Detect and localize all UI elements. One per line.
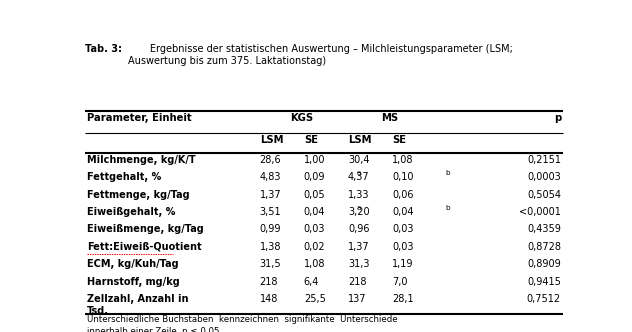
Text: Zellzahl, Anzahl in
Tsd.: Zellzahl, Anzahl in Tsd.	[87, 294, 188, 316]
Text: 0,06: 0,06	[392, 190, 413, 200]
Text: 0,4359: 0,4359	[527, 224, 561, 234]
Text: 0,9415: 0,9415	[527, 277, 561, 287]
Text: 3,20: 3,20	[348, 207, 370, 217]
Text: Parameter, Einheit: Parameter, Einheit	[87, 114, 191, 124]
Text: 28,6: 28,6	[260, 155, 281, 165]
Text: 0,0003: 0,0003	[527, 172, 561, 182]
Text: Unterschiedliche Buchstaben  kennzeichnen  signifikante  Unterschiede
innerhalb : Unterschiedliche Buchstaben kennzeichnen…	[87, 315, 398, 332]
Text: 31,3: 31,3	[348, 259, 369, 269]
Text: LSM: LSM	[348, 135, 372, 145]
Text: 1,08: 1,08	[392, 155, 413, 165]
Text: a: a	[356, 170, 361, 176]
Text: 1,08: 1,08	[304, 259, 325, 269]
Text: 30,4: 30,4	[348, 155, 369, 165]
Text: a: a	[356, 205, 361, 211]
Text: Milchmenge, kg/K/T: Milchmenge, kg/K/T	[87, 155, 195, 165]
Text: b: b	[445, 205, 449, 211]
Text: 0,5054: 0,5054	[527, 190, 561, 200]
Text: 0,09: 0,09	[304, 172, 325, 182]
Text: 0,03: 0,03	[392, 242, 413, 252]
Text: 0,2151: 0,2151	[527, 155, 561, 165]
Text: 0,05: 0,05	[304, 190, 325, 200]
Text: 0,96: 0,96	[348, 224, 369, 234]
Text: Tab. 3:: Tab. 3:	[85, 44, 122, 54]
Text: 137: 137	[348, 294, 367, 304]
Text: MS: MS	[382, 114, 399, 124]
Text: 0,10: 0,10	[392, 172, 413, 182]
Text: 0,02: 0,02	[304, 242, 325, 252]
Text: 1,00: 1,00	[304, 155, 325, 165]
Text: 1,33: 1,33	[348, 190, 369, 200]
Text: 1,19: 1,19	[392, 259, 413, 269]
Text: 4,37: 4,37	[348, 172, 370, 182]
Text: 7,0: 7,0	[392, 277, 408, 287]
Text: 0,04: 0,04	[392, 207, 413, 217]
Text: 0,04: 0,04	[304, 207, 325, 217]
Text: 25,5: 25,5	[304, 294, 325, 304]
Text: Eiweißmenge, kg/Tag: Eiweißmenge, kg/Tag	[87, 224, 204, 234]
Text: 4,83: 4,83	[260, 172, 281, 182]
Text: SE: SE	[392, 135, 406, 145]
Text: KGS: KGS	[290, 114, 313, 124]
Text: p: p	[554, 114, 561, 124]
Text: b: b	[445, 170, 449, 176]
Text: 31,5: 31,5	[260, 259, 281, 269]
Text: Harnstoff, mg/kg: Harnstoff, mg/kg	[87, 277, 179, 287]
Text: 0,8728: 0,8728	[527, 242, 561, 252]
Text: 218: 218	[260, 277, 278, 287]
Text: 1,37: 1,37	[348, 242, 370, 252]
Text: Fett:Eiweiß-Quotient: Fett:Eiweiß-Quotient	[87, 242, 202, 252]
Text: 1,37: 1,37	[260, 190, 281, 200]
Text: 6,4: 6,4	[304, 277, 319, 287]
Text: 0,03: 0,03	[304, 224, 325, 234]
Text: Fettgehalt, %: Fettgehalt, %	[87, 172, 161, 182]
Text: Eiweißgehalt, %: Eiweißgehalt, %	[87, 207, 175, 217]
Text: 3,51: 3,51	[260, 207, 281, 217]
Text: 148: 148	[260, 294, 278, 304]
Text: Fettmenge, kg/Tag: Fettmenge, kg/Tag	[87, 190, 190, 200]
Text: 0,7512: 0,7512	[527, 294, 561, 304]
Text: 28,1: 28,1	[392, 294, 413, 304]
Text: 0,99: 0,99	[260, 224, 281, 234]
Text: 218: 218	[348, 277, 367, 287]
Text: <0,0001: <0,0001	[519, 207, 561, 217]
Text: ECM, kg/Kuh/Tag: ECM, kg/Kuh/Tag	[87, 259, 178, 269]
Text: 1,38: 1,38	[260, 242, 281, 252]
Text: Ergebnisse der statistischen Auswertung – Milchleistungsparameter (LSM;
Auswertu: Ergebnisse der statistischen Auswertung …	[128, 44, 513, 66]
Text: LSM: LSM	[260, 135, 283, 145]
Text: SE: SE	[304, 135, 318, 145]
Text: 0,03: 0,03	[392, 224, 413, 234]
Text: 0,8909: 0,8909	[527, 259, 561, 269]
